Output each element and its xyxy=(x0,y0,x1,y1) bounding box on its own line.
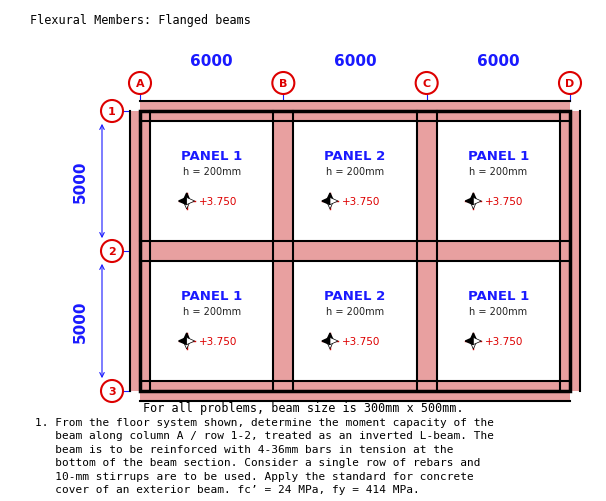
Bar xyxy=(417,112,437,391)
Text: beam along column A / row 1-2, treated as an inverted L-beam. The: beam along column A / row 1-2, treated a… xyxy=(35,431,494,440)
Polygon shape xyxy=(327,333,333,341)
Text: C: C xyxy=(422,79,431,89)
Text: D: D xyxy=(565,79,574,89)
Circle shape xyxy=(101,380,123,402)
Polygon shape xyxy=(183,333,190,341)
Bar xyxy=(560,112,580,391)
Polygon shape xyxy=(330,198,338,205)
Polygon shape xyxy=(322,338,330,345)
Text: B: B xyxy=(279,79,287,89)
Polygon shape xyxy=(183,201,190,209)
Text: +3.750: +3.750 xyxy=(485,336,524,346)
Bar xyxy=(140,102,570,122)
Bar xyxy=(130,112,150,391)
Text: 1: 1 xyxy=(108,107,116,117)
Polygon shape xyxy=(187,198,195,205)
Text: PANEL 2: PANEL 2 xyxy=(324,290,385,303)
Polygon shape xyxy=(473,198,481,205)
Text: beam is to be reinforced with 4-36mm bars in tension at the: beam is to be reinforced with 4-36mm bar… xyxy=(35,444,453,454)
Text: PANEL 2: PANEL 2 xyxy=(324,150,385,163)
Text: 6000: 6000 xyxy=(334,55,376,69)
Text: 2: 2 xyxy=(108,246,116,257)
Text: 5000: 5000 xyxy=(73,300,87,343)
Circle shape xyxy=(416,73,438,95)
Polygon shape xyxy=(470,193,477,201)
Text: +3.750: +3.750 xyxy=(342,196,381,206)
Text: PANEL 1: PANEL 1 xyxy=(181,290,242,303)
Polygon shape xyxy=(470,333,477,341)
Polygon shape xyxy=(473,338,481,345)
Polygon shape xyxy=(470,201,477,209)
Circle shape xyxy=(272,73,295,95)
Bar xyxy=(273,112,293,391)
Text: h = 200mm: h = 200mm xyxy=(469,167,527,177)
Text: cover of an exterior beam. fc’ = 24 MPa, fy = 414 MPa.: cover of an exterior beam. fc’ = 24 MPa,… xyxy=(35,484,420,494)
Polygon shape xyxy=(179,198,187,205)
Polygon shape xyxy=(465,198,473,205)
Text: For all problems, beam size is 300mm x 500mm.: For all problems, beam size is 300mm x 5… xyxy=(142,401,464,414)
Polygon shape xyxy=(327,341,333,349)
Polygon shape xyxy=(465,338,473,345)
Text: +3.750: +3.750 xyxy=(199,336,237,346)
Text: +3.750: +3.750 xyxy=(199,196,237,206)
Text: h = 200mm: h = 200mm xyxy=(182,167,241,177)
Circle shape xyxy=(129,73,151,95)
Polygon shape xyxy=(327,193,333,201)
Text: 10-mm stirrups are to be used. Apply the standard for concrete: 10-mm stirrups are to be used. Apply the… xyxy=(35,471,474,481)
Text: h = 200mm: h = 200mm xyxy=(469,307,527,316)
Text: h = 200mm: h = 200mm xyxy=(326,167,384,177)
Polygon shape xyxy=(322,198,330,205)
Polygon shape xyxy=(179,338,187,345)
Text: 6000: 6000 xyxy=(190,55,233,69)
Text: +3.750: +3.750 xyxy=(485,196,524,206)
Polygon shape xyxy=(183,193,190,201)
Polygon shape xyxy=(470,341,477,349)
Text: 6000: 6000 xyxy=(477,55,520,69)
Text: A: A xyxy=(136,79,144,89)
Circle shape xyxy=(101,101,123,123)
Text: +3.750: +3.750 xyxy=(342,336,381,346)
Polygon shape xyxy=(330,338,338,345)
Circle shape xyxy=(101,240,123,263)
Polygon shape xyxy=(183,341,190,349)
Text: 3: 3 xyxy=(108,386,116,396)
Polygon shape xyxy=(327,201,333,209)
Bar xyxy=(140,241,570,262)
Text: h = 200mm: h = 200mm xyxy=(326,307,384,316)
Bar xyxy=(140,112,570,391)
Text: PANEL 1: PANEL 1 xyxy=(468,150,529,163)
Circle shape xyxy=(559,73,581,95)
Text: PANEL 1: PANEL 1 xyxy=(468,290,529,303)
Text: bottom of the beam section. Consider a single row of rebars and: bottom of the beam section. Consider a s… xyxy=(35,457,481,467)
Text: h = 200mm: h = 200mm xyxy=(182,307,241,316)
Text: Flexural Members: Flanged beams: Flexural Members: Flanged beams xyxy=(30,14,251,27)
Text: 5000: 5000 xyxy=(73,160,87,203)
Bar xyxy=(140,381,570,401)
Polygon shape xyxy=(187,338,195,345)
Text: 1. From the floor system shown, determine the moment capacity of the: 1. From the floor system shown, determin… xyxy=(35,417,494,427)
Text: PANEL 1: PANEL 1 xyxy=(181,150,242,163)
